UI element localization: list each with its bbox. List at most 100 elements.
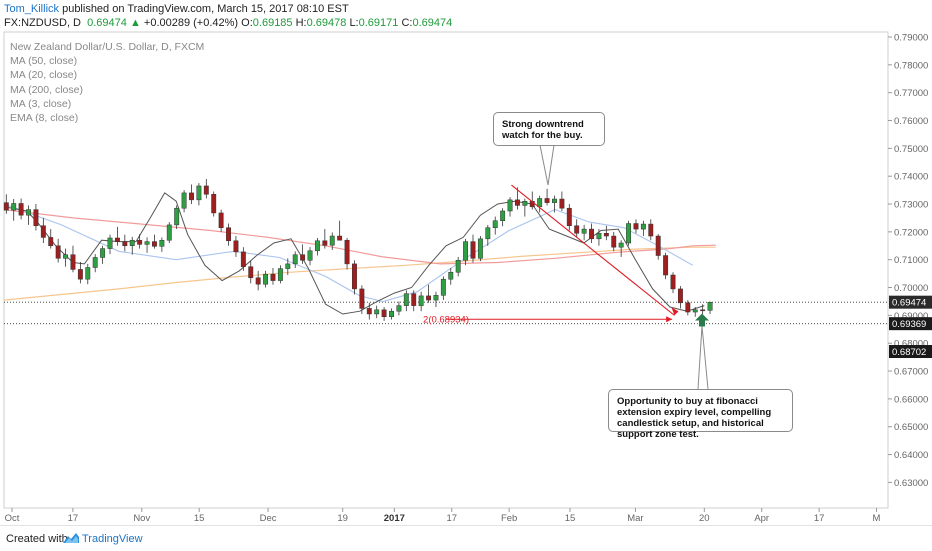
- high-value: 0.69478: [306, 17, 347, 29]
- candle-down: [411, 293, 417, 306]
- candle-up: [159, 239, 165, 247]
- author-link[interactable]: Tom_Killick: [4, 3, 60, 15]
- x-tick-label: 15: [194, 513, 205, 524]
- callout-downtrend[interactable]: Strong downtrend watch for the buy.: [493, 112, 605, 146]
- y-tick-label: 0.71000: [894, 255, 928, 266]
- candle-down: [655, 235, 661, 256]
- y-tick-label: 0.65000: [894, 422, 928, 433]
- candle-down: [344, 239, 350, 265]
- candle-down: [189, 192, 194, 201]
- ma200-line: [3, 246, 716, 301]
- tradingview-brand-link[interactable]: TradingView: [82, 533, 143, 545]
- legend-ma3[interactable]: MA (3, close): [10, 97, 72, 110]
- candle-up: [92, 257, 98, 268]
- candle-down: [55, 245, 61, 259]
- candle-up: [107, 237, 113, 249]
- candle-up: [500, 210, 506, 221]
- price-tag-bg: [889, 317, 932, 331]
- y-tick-label: 0.79000: [894, 33, 928, 44]
- candle-down: [203, 185, 209, 195]
- candle-down: [670, 274, 676, 290]
- candle-up: [485, 227, 491, 240]
- x-tick-label: Feb: [501, 513, 517, 524]
- candle-up: [403, 293, 409, 306]
- candle-down: [137, 239, 143, 245]
- candle-up: [433, 295, 439, 301]
- candle-up: [329, 235, 335, 246]
- legend-ma200[interactable]: MA (200, close): [10, 83, 83, 96]
- candle-down: [233, 240, 239, 253]
- callout-buy-opportunity[interactable]: Opportunity to buy at fibonacci extensio…: [608, 389, 793, 440]
- candle-down: [226, 227, 231, 242]
- candle-down: [122, 241, 128, 247]
- x-tick-label: Mar: [627, 513, 643, 524]
- symbol-header: FX:NZDUSD, D 0.69474 ▲ +0.00289 (+0.42%)…: [4, 17, 452, 29]
- candle-down: [40, 225, 46, 238]
- candle-up: [707, 302, 713, 311]
- legend-title: New Zealand Dollar/U.S. Dollar, D, FXCM: [10, 41, 205, 53]
- y-tick-label: 0.63000: [894, 478, 928, 489]
- candle-down: [574, 225, 580, 234]
- candle-down: [648, 223, 654, 237]
- candle-down: [48, 237, 54, 247]
- candle-down: [240, 251, 246, 267]
- candle-down: [33, 209, 39, 226]
- candle-up: [63, 254, 69, 259]
- tradingview-logo-icon: [63, 533, 79, 543]
- candle-down: [300, 254, 306, 261]
- legend-ma50[interactable]: MA (50, close): [10, 55, 78, 68]
- x-tick-label: 15: [565, 513, 576, 524]
- candle-up: [596, 233, 602, 240]
- y-tick-label: 0.70000: [894, 283, 928, 294]
- candle-down: [359, 288, 365, 309]
- price-change: +0.00289 (+0.42%): [143, 17, 239, 29]
- candle-up: [455, 260, 461, 273]
- y-tick-label: 0.64000: [894, 450, 928, 461]
- price-tag-bg: [889, 295, 932, 309]
- candle-down: [663, 255, 669, 276]
- downtrend-line: [511, 184, 675, 316]
- candle-up: [692, 309, 698, 313]
- candle-down: [544, 198, 550, 203]
- candle-up: [618, 242, 624, 248]
- candle-down: [337, 235, 343, 241]
- price-tag-label: 0.68702: [892, 347, 926, 358]
- candle-down: [426, 295, 431, 301]
- candle-down: [559, 198, 565, 209]
- candle-up: [196, 185, 202, 201]
- candle-up: [285, 263, 291, 269]
- candle-up: [166, 224, 172, 241]
- y-tick-label: 0.77000: [894, 88, 928, 99]
- candle-down: [366, 308, 372, 315]
- candle-up: [552, 198, 557, 203]
- close-value: 0.69474: [412, 17, 453, 29]
- candle-up: [626, 223, 632, 244]
- candle-up: [396, 305, 402, 312]
- x-tick-label: 2017: [384, 513, 405, 524]
- x-tick-label: Dec: [260, 513, 277, 524]
- candle-down: [70, 254, 76, 270]
- legend-ema8[interactable]: EMA (8, close): [10, 112, 79, 125]
- candle-down: [152, 241, 157, 247]
- candle-up: [85, 267, 91, 280]
- callout-tail-top: [539, 144, 555, 186]
- legend-ma20[interactable]: MA (20, close): [10, 69, 78, 82]
- candle-down: [218, 212, 224, 228]
- candle-up: [581, 228, 587, 234]
- publish-header: Tom_Killick published on TradingView.com…: [4, 3, 349, 15]
- x-tick-label: 19: [337, 513, 348, 524]
- candle-up: [507, 199, 513, 212]
- candle-up: [263, 273, 269, 285]
- publish-info: published on TradingView.com, March 15, …: [62, 3, 349, 15]
- symbol-label: FX:NZDUSD, D: [4, 17, 81, 29]
- fib-extension-label: 2(0.68934): [423, 315, 469, 326]
- x-tick-label: 17: [814, 513, 825, 524]
- price-tag-label: 0.69369: [892, 319, 926, 330]
- candle-down: [677, 288, 683, 304]
- y-tick-label: 0.74000: [894, 172, 928, 183]
- price-chart[interactable]: 0.79000 0.78000 0.77000 0.76000 0.75000 0.740…: [0, 30, 932, 525]
- candle-down: [322, 240, 328, 246]
- candle-up: [292, 254, 298, 265]
- last-price: 0.69474: [87, 17, 127, 29]
- x-tick-label: 17: [446, 513, 457, 524]
